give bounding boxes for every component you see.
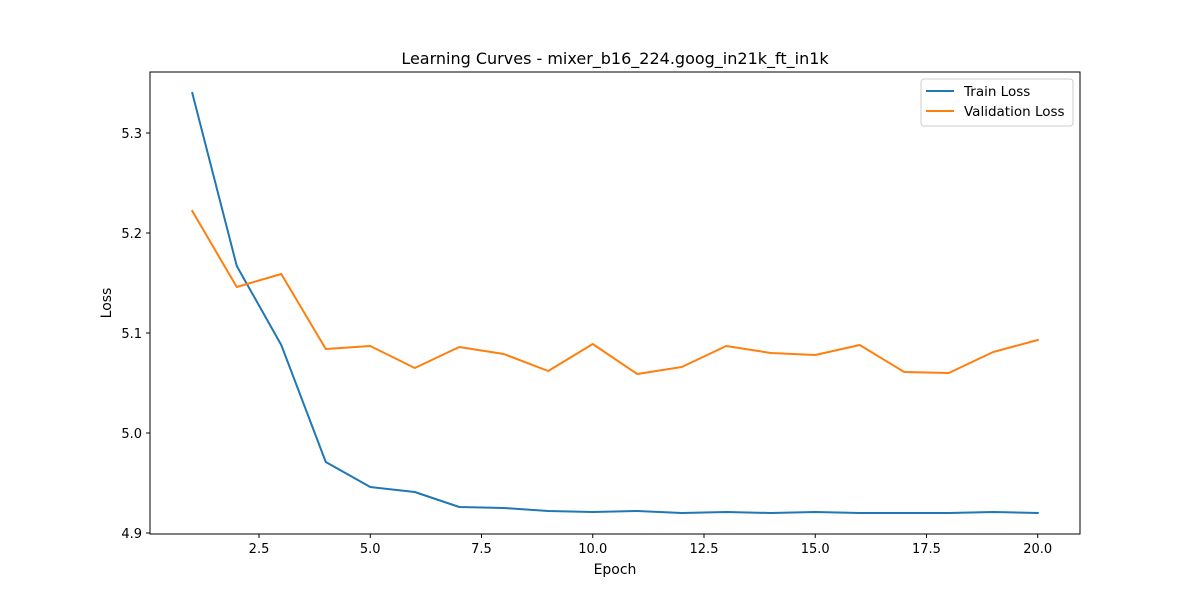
plot-area <box>149 71 1081 535</box>
y-tick-label: 4.9 <box>121 527 142 542</box>
y-tick-label: 5.3 <box>121 127 142 142</box>
series-layer <box>190 91 1039 515</box>
legend-box <box>920 78 1074 127</box>
chart-title: Learning Curves - mixer_b16_224.goog_in2… <box>401 49 829 69</box>
x-tick-label: 7.5 <box>471 542 492 557</box>
y-tick-label: 5.0 <box>121 427 142 442</box>
series-line-validation-loss <box>190 209 1039 375</box>
x-tick-label: 2.5 <box>249 542 270 557</box>
y-axis-label: Loss <box>99 288 115 319</box>
legend: Train Loss Validation Loss <box>920 78 1074 127</box>
legend-label-validation-loss: Validation Loss <box>964 104 1065 120</box>
legend-label-train-loss: Train Loss <box>963 84 1030 100</box>
y-tick-label: 5.2 <box>121 227 142 242</box>
x-axis-ticks: 2.5 5.0 7.5 10.0 12.5 15.0 17.5 20.0 <box>249 534 1052 557</box>
x-tick-label: 20.0 <box>1023 542 1052 557</box>
x-tick-label: 15.0 <box>801 542 830 557</box>
axes-frame <box>149 71 1081 535</box>
x-axis-label: Epoch <box>594 562 637 578</box>
y-tick-label: 5.1 <box>121 327 142 342</box>
y-axis-ticks: 4.9 5.0 5.1 5.2 5.3 <box>121 127 150 542</box>
x-tick-label: 12.5 <box>690 542 719 557</box>
series-line-train-loss <box>191 91 1039 515</box>
x-tick-label: 10.0 <box>578 542 607 557</box>
x-tick-label: 17.5 <box>912 542 941 557</box>
x-tick-label: 5.0 <box>360 542 381 557</box>
